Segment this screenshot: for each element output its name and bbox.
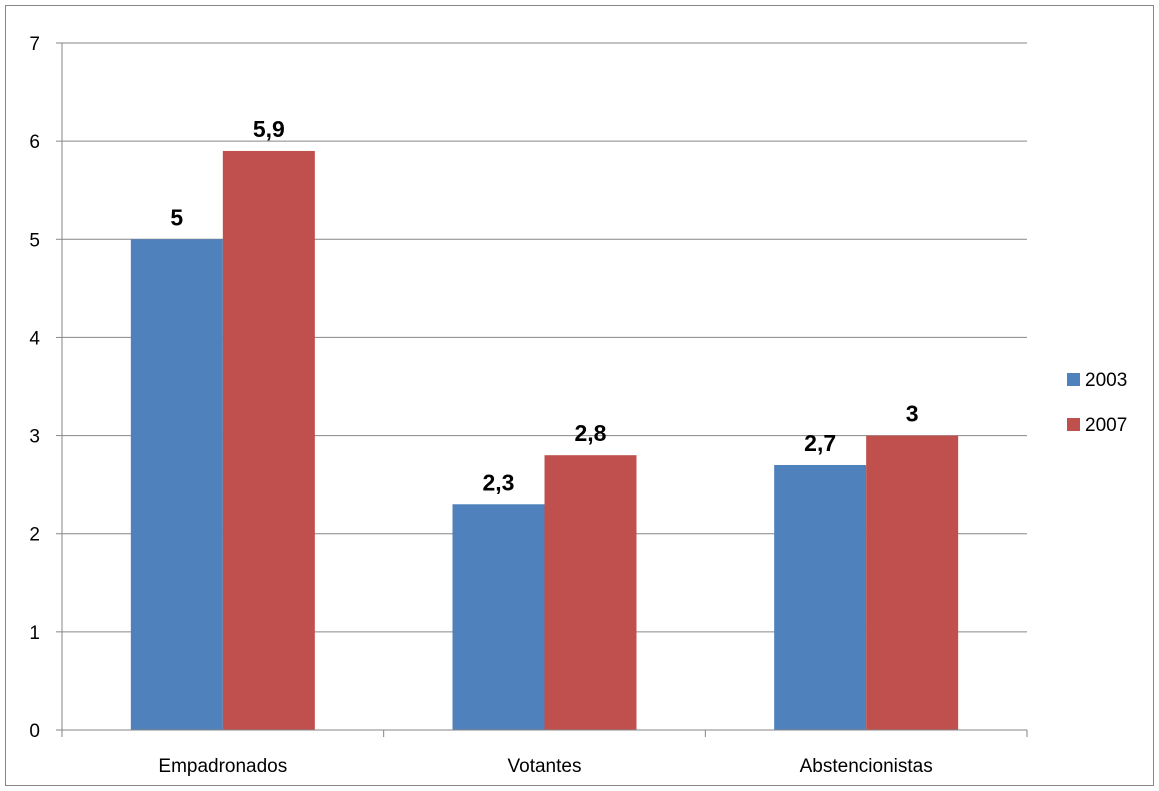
axes [56, 42, 1028, 737]
y-tick-label: 2 [29, 525, 40, 546]
data-label: 5,9 [253, 116, 285, 142]
bar-2003-votantes [452, 504, 545, 730]
legend-label-2003: 2003 [1085, 370, 1127, 391]
data-labels: 5 5,9 2,3 2,8 2,7 3 [170, 116, 918, 495]
bar-2007-empadronados [222, 150, 315, 730]
legend: 2003 2007 [1067, 370, 1127, 436]
x-category-label: Votantes [508, 756, 582, 777]
data-label: 2,3 [483, 469, 515, 495]
y-tick-label: 4 [29, 328, 40, 349]
legend-swatch-2007 [1067, 418, 1080, 431]
y-axis-ticks: 0 1 2 3 4 5 6 7 [29, 34, 40, 742]
data-label: 3 [906, 401, 919, 427]
y-tick-label: 5 [29, 230, 40, 251]
data-label: 2,8 [575, 420, 607, 446]
bar-2003-abstencionistas [774, 465, 867, 730]
y-tick-label: 6 [29, 132, 40, 153]
x-category-label: Empadronados [158, 756, 287, 777]
x-axis-labels: Empadronados Votantes Abstencionistas [158, 756, 932, 777]
y-tick-label: 1 [29, 623, 40, 644]
bar-2003-empadronados [130, 239, 223, 731]
bar-2007-votantes [544, 455, 637, 730]
x-category-label: Abstencionistas [800, 756, 933, 777]
bar-2007-abstencionistas [866, 435, 959, 730]
data-label: 2,7 [804, 430, 836, 456]
y-tick-label: 0 [29, 721, 40, 742]
legend-label-2007: 2007 [1085, 415, 1127, 436]
bars [130, 150, 959, 731]
data-label: 5 [170, 204, 183, 230]
y-tick-label: 7 [29, 34, 40, 55]
legend-swatch-2003 [1067, 373, 1080, 386]
y-tick-label: 3 [29, 427, 40, 448]
